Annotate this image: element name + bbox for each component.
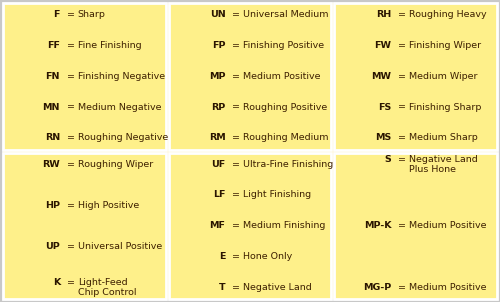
FancyBboxPatch shape (334, 153, 497, 299)
Text: =: = (66, 278, 74, 287)
Text: MP-K: MP-K (364, 221, 392, 230)
Text: =: = (398, 72, 406, 81)
Text: FF: FF (47, 41, 60, 50)
Text: F: F (54, 10, 60, 19)
Text: Roughing Heavy: Roughing Heavy (409, 10, 487, 19)
Text: Roughing Medium: Roughing Medium (244, 133, 329, 142)
Text: =: = (232, 191, 240, 200)
Text: =: = (66, 133, 74, 142)
Text: Light-Feed: Light-Feed (78, 278, 128, 287)
Text: =: = (232, 72, 240, 81)
Text: =: = (398, 283, 406, 292)
Text: RN: RN (44, 133, 60, 142)
Text: High Positive: High Positive (78, 201, 139, 210)
Text: =: = (66, 160, 74, 169)
Text: S: S (384, 155, 392, 164)
Text: E: E (219, 252, 226, 261)
Text: =: = (66, 102, 74, 111)
Text: Hone Only: Hone Only (244, 252, 292, 261)
Text: Universal Medium: Universal Medium (244, 10, 329, 19)
Text: Ultra-Fine Finishing: Ultra-Fine Finishing (244, 160, 334, 169)
FancyBboxPatch shape (168, 3, 332, 149)
Text: Medium Wiper: Medium Wiper (409, 72, 478, 81)
Text: =: = (232, 160, 240, 169)
Text: Medium Positive: Medium Positive (244, 72, 321, 81)
FancyBboxPatch shape (3, 153, 166, 299)
Text: MN: MN (42, 102, 60, 111)
Text: FN: FN (46, 72, 60, 81)
Text: Negative Land: Negative Land (244, 283, 312, 292)
Text: FP: FP (212, 41, 226, 50)
Text: =: = (232, 102, 240, 111)
Text: Sharp: Sharp (78, 10, 106, 19)
FancyBboxPatch shape (334, 3, 497, 149)
Text: Medium Positive: Medium Positive (409, 283, 486, 292)
Text: =: = (232, 133, 240, 142)
Text: =: = (398, 41, 406, 50)
Text: =: = (232, 221, 240, 230)
Text: K: K (52, 278, 60, 287)
Text: Roughing Negative: Roughing Negative (78, 133, 168, 142)
Text: =: = (66, 41, 74, 50)
Text: =: = (398, 155, 406, 164)
Text: Medium Sharp: Medium Sharp (409, 133, 478, 142)
Text: Medium Finishing: Medium Finishing (244, 221, 326, 230)
Text: HP: HP (45, 201, 60, 210)
Text: =: = (398, 133, 406, 142)
FancyBboxPatch shape (3, 3, 166, 149)
Text: LF: LF (213, 191, 226, 200)
Text: Negative Land: Negative Land (409, 155, 478, 164)
Text: =: = (398, 102, 406, 111)
Text: Roughing Positive: Roughing Positive (244, 102, 328, 111)
Text: UN: UN (210, 10, 226, 19)
Text: Plus Hone: Plus Hone (409, 165, 456, 174)
Text: Finishing Sharp: Finishing Sharp (409, 102, 482, 111)
Text: =: = (232, 252, 240, 261)
Text: FW: FW (374, 41, 392, 50)
Text: =: = (66, 201, 74, 210)
Text: =: = (66, 10, 74, 19)
Text: RH: RH (376, 10, 392, 19)
Text: Roughing Wiper: Roughing Wiper (78, 160, 153, 169)
Text: T: T (219, 283, 226, 292)
Text: RP: RP (212, 102, 226, 111)
Text: Medium Negative: Medium Negative (78, 102, 162, 111)
FancyBboxPatch shape (168, 153, 332, 299)
Text: Finishing Negative: Finishing Negative (78, 72, 165, 81)
Text: UP: UP (45, 242, 60, 251)
Text: =: = (398, 10, 406, 19)
Text: Medium Positive: Medium Positive (409, 221, 486, 230)
Text: =: = (66, 72, 74, 81)
Text: =: = (398, 221, 406, 230)
Text: Finishing Positive: Finishing Positive (244, 41, 324, 50)
Text: =: = (232, 41, 240, 50)
Text: Fine Finishing: Fine Finishing (78, 41, 142, 50)
Text: FS: FS (378, 102, 392, 111)
Text: Chip Control: Chip Control (78, 288, 136, 297)
Text: Light Finishing: Light Finishing (244, 191, 312, 200)
Text: MF: MF (210, 221, 226, 230)
Text: UF: UF (212, 160, 226, 169)
Text: MS: MS (375, 133, 392, 142)
Text: Finishing Wiper: Finishing Wiper (409, 41, 482, 50)
Text: MW: MW (372, 72, 392, 81)
FancyBboxPatch shape (3, 3, 497, 299)
Text: =: = (232, 283, 240, 292)
Text: Universal Positive: Universal Positive (78, 242, 162, 251)
Text: MP: MP (209, 72, 226, 81)
Text: MG-P: MG-P (363, 283, 392, 292)
Text: RW: RW (42, 160, 60, 169)
Text: =: = (232, 10, 240, 19)
Text: RM: RM (209, 133, 226, 142)
Text: =: = (66, 242, 74, 251)
